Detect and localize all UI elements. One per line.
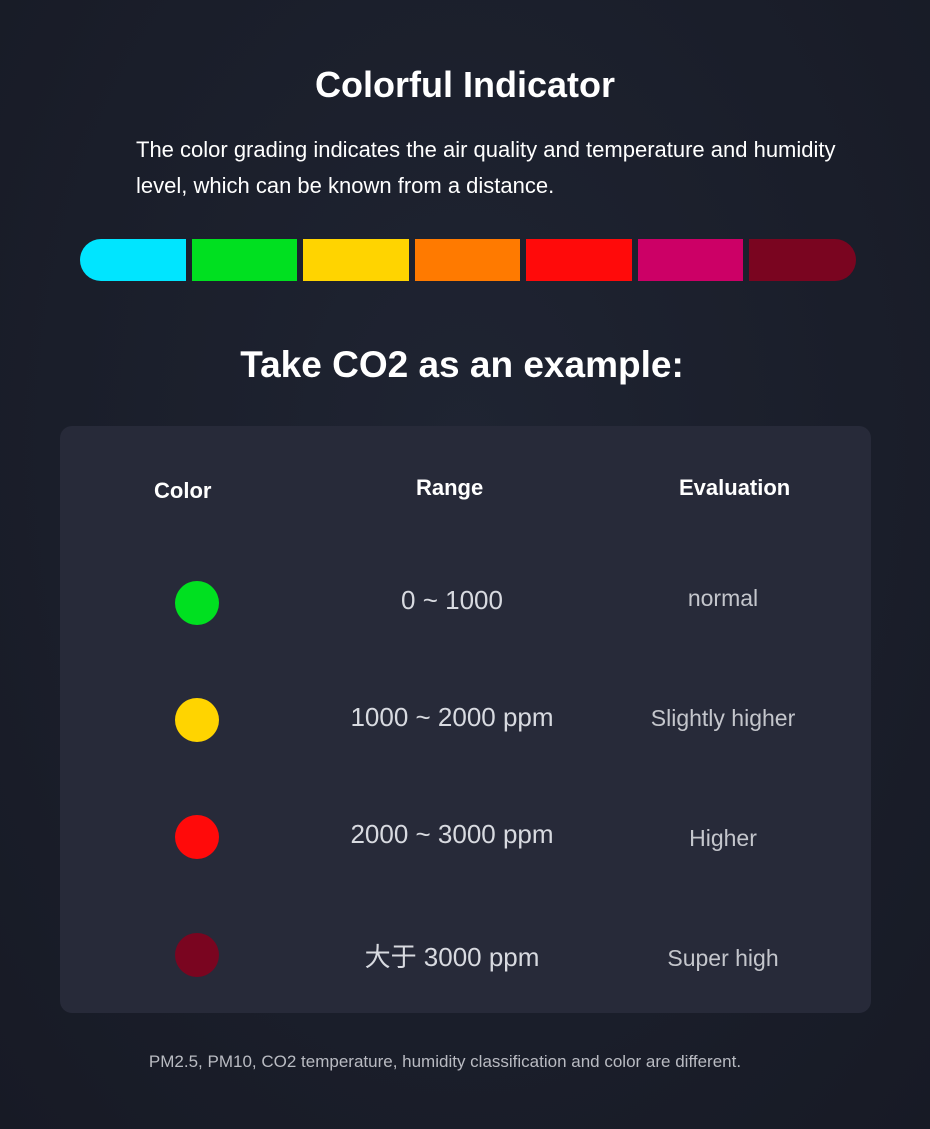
range-value: 1000 ~ 2000 ppm <box>350 702 554 732</box>
evaluation-value: Slightly higher <box>650 705 796 731</box>
color-scale-segment-green <box>192 239 297 281</box>
color-scale-segment-maroon <box>749 239 856 281</box>
color-scale-bar <box>80 239 856 281</box>
header-color: Color <box>154 478 212 503</box>
color-scale-segment-magenta <box>638 239 743 281</box>
color-scale-segment-yellow <box>303 239 409 281</box>
range-value: 0 ~ 1000 <box>401 585 503 615</box>
range-value: 大于 3000 ppm <box>364 942 540 972</box>
level-dot-maroon <box>175 933 219 977</box>
evaluation-value: Super high <box>667 945 779 971</box>
evaluation-value: normal <box>687 585 759 611</box>
evaluation-value: Higher <box>689 825 757 851</box>
header-evaluation: Evaluation <box>679 475 791 500</box>
level-dot-yellow <box>175 698 219 742</box>
color-scale-segment-red <box>526 239 632 281</box>
level-dot-green <box>175 581 219 625</box>
footnote-text: PM2.5, PM10, CO2 temperature, humidity c… <box>148 1052 742 1071</box>
description-text: The color grading indicates the air qual… <box>136 137 836 198</box>
page-title: Colorful Indicator <box>315 64 615 105</box>
color-scale-segment-orange <box>415 239 520 281</box>
header-range: Range <box>416 475 484 500</box>
section-subtitle: Take CO2 as an example: <box>240 344 684 385</box>
level-dot-red <box>175 815 219 859</box>
co2-table-panel: Color Range Evaluation 0 ~ 1000 normal 1… <box>60 426 871 1013</box>
color-scale-segment-cyan <box>80 239 186 281</box>
range-value: 2000 ~ 3000 ppm <box>350 819 554 849</box>
